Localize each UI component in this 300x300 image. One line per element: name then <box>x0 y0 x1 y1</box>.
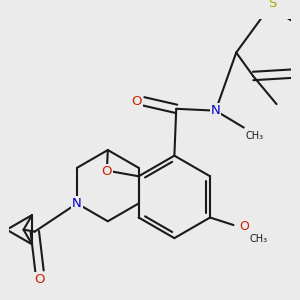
Text: N: N <box>211 104 220 117</box>
Text: CH₃: CH₃ <box>246 131 264 141</box>
Text: O: O <box>34 273 45 286</box>
Text: N: N <box>72 197 82 210</box>
Text: N: N <box>211 104 220 117</box>
Text: O: O <box>132 95 142 108</box>
Text: S: S <box>268 0 276 10</box>
Text: O: O <box>239 220 249 233</box>
Text: O: O <box>239 220 249 233</box>
Text: O: O <box>101 165 112 178</box>
Text: N: N <box>72 197 82 210</box>
Text: CH₃: CH₃ <box>249 234 268 244</box>
Text: O: O <box>101 165 112 178</box>
Text: O: O <box>132 95 142 108</box>
Text: O: O <box>34 273 45 286</box>
Text: S: S <box>268 0 276 10</box>
